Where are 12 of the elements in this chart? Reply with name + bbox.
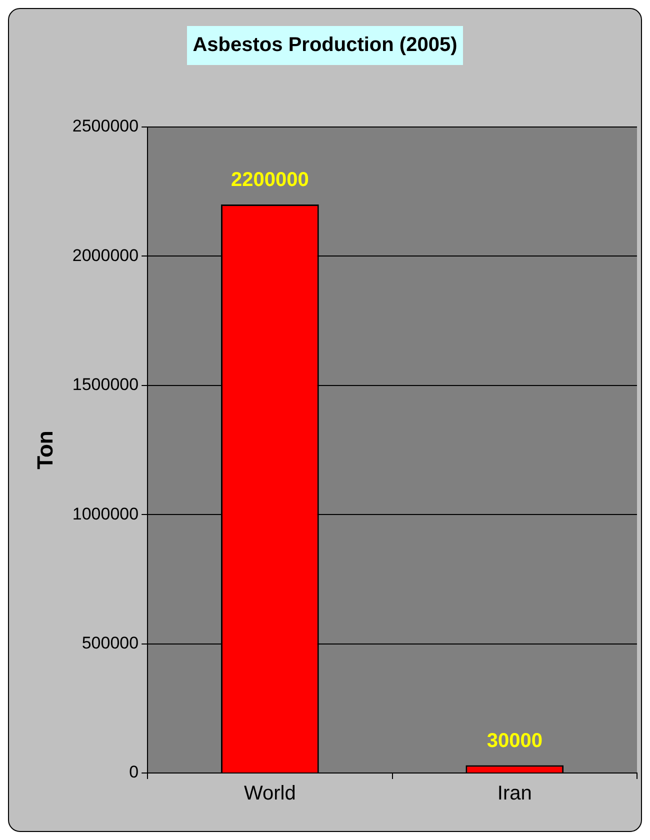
- y-tick-label: 1500000: [72, 375, 139, 394]
- y-tick-label: 2000000: [72, 246, 139, 265]
- data-label: 30000: [486, 730, 542, 752]
- y-tick-label: 1000000: [72, 504, 139, 524]
- data-label: 2200000: [231, 169, 309, 192]
- x-tick-label: World: [244, 782, 296, 805]
- chart-title: Asbestos Production (2005): [186, 26, 464, 65]
- y-tick-label: 500000: [82, 633, 139, 652]
- y-tick-label: 2500000: [72, 116, 139, 136]
- y-tick-label: 0: [129, 762, 139, 782]
- x-tick-label: Iran: [497, 782, 532, 805]
- y-axis-title: Ton: [32, 430, 58, 470]
